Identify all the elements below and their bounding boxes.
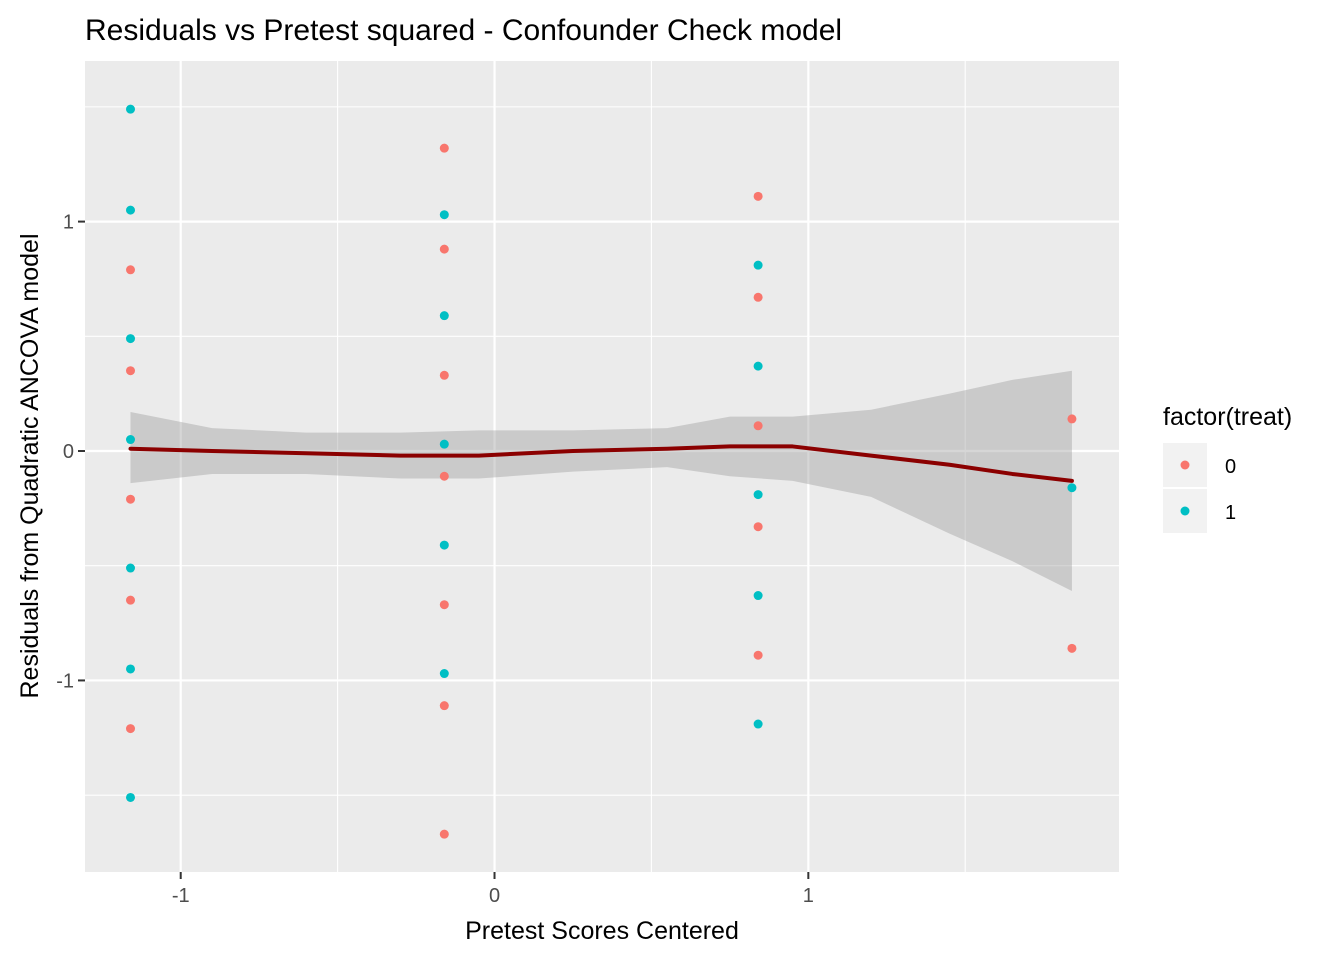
chart-title: Residuals vs Pretest squared - Confounde… [85,14,842,47]
legend-title: factor(treat) [1163,403,1292,431]
data-point-treat-1 [126,104,136,114]
data-point-treat-1 [126,792,136,802]
smooth-line [128,444,1074,483]
data-point-treat-0 [753,191,763,201]
smooth-line-layer [128,444,1074,483]
legend-keys: 01 [1163,443,1236,533]
data-point-treat-1 [753,591,763,601]
grid-major [85,61,1119,872]
data-point-treat-0 [439,701,449,711]
data-point-treat-0 [1067,414,1077,424]
legend-label-0: 0 [1225,456,1236,478]
data-point-treat-1 [126,563,136,573]
data-point-treat-0 [439,143,449,153]
data-point-treat-1 [753,260,763,270]
data-point-treat-1 [126,435,136,445]
data-point-treat-1 [753,490,763,500]
x-tick-label: -1 [172,885,190,907]
data-point-treat-0 [753,650,763,660]
confidence-band [130,370,1072,591]
data-point-treat-1 [126,205,136,215]
data-point-treat-0 [439,829,449,839]
data-point-treat-0 [126,595,136,605]
data-point-treat-0 [753,421,763,431]
x-tick-label: 0 [489,885,500,907]
x-axis: -1 0 1 [172,872,814,907]
data-point-treat-0 [439,244,449,254]
data-point-treat-0 [126,494,136,504]
data-point-treat-0 [439,600,449,610]
data-point-treat-1 [439,439,449,449]
data-point-treat-0 [753,292,763,302]
data-point-treat-1 [753,361,763,371]
data-point-treat-1 [439,669,449,679]
data-point-treat-1 [126,664,136,674]
data-point-treat-1 [126,334,136,344]
data-point-treat-0 [753,522,763,532]
data-point-treat-1 [439,210,449,220]
y-axis-label: Residuals from Quadratic ANCOVA model [16,233,44,698]
legend: factor(treat) 01 [1163,403,1292,533]
x-tick-label: 1 [803,885,814,907]
legend-label-1: 1 [1225,502,1236,524]
y-tick-label: 0 [63,441,74,463]
y-tick-label: -1 [56,670,74,692]
legend-key-0 [1180,460,1190,470]
legend-key-1 [1180,506,1190,516]
y-tick-label: 1 [63,212,74,234]
smooth-band-layer [130,370,1072,591]
data-point-treat-1 [753,719,763,729]
data-point-treat-0 [439,370,449,380]
y-axis: -1 0 1 [56,212,85,692]
data-point-treat-0 [126,265,136,275]
data-point-treat-0 [126,724,136,734]
data-point-treat-0 [439,471,449,481]
data-point-treat-0 [126,366,136,376]
data-point-treat-1 [1067,483,1077,493]
data-point-treat-1 [439,540,449,550]
plot-panel [85,61,1119,872]
data-point-treat-1 [439,311,449,321]
points-layer [126,104,1077,839]
data-point-treat-0 [1067,643,1077,653]
x-axis-label: Pretest Scores Centered [465,917,739,945]
